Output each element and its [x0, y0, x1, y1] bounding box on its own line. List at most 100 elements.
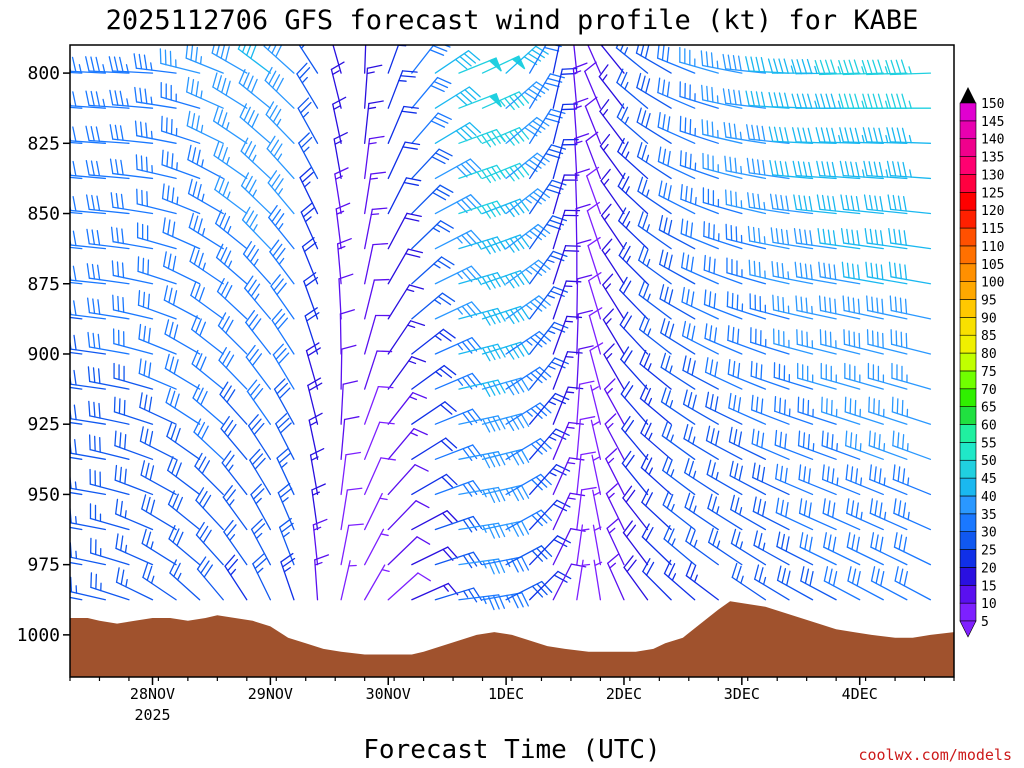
wind-barb — [593, 559, 603, 601]
barb-full-feather — [120, 569, 125, 586]
barb-full-feather — [216, 75, 222, 91]
wind-barb — [70, 351, 83, 355]
wind-barb — [681, 320, 719, 355]
wind-barb — [87, 366, 130, 390]
barb-full-feather — [95, 91, 101, 107]
wind-barb — [505, 45, 549, 74]
y-tick-label: 900 — [27, 344, 60, 365]
barb-staff — [617, 185, 649, 215]
barb-full-feather — [520, 413, 530, 427]
barb-half-feather — [398, 79, 407, 82]
barb-full-feather — [278, 387, 291, 399]
barb-full-feather — [683, 423, 689, 440]
barb-half-feather — [763, 236, 766, 245]
wind-barb — [481, 91, 530, 111]
wind-barb — [623, 555, 649, 601]
barb-staff — [364, 385, 379, 425]
barb-half-feather — [476, 277, 482, 286]
wind-barb — [364, 385, 394, 425]
barb-staff — [141, 508, 177, 531]
barb-staff — [660, 366, 696, 390]
wind-barb — [70, 576, 107, 601]
barb-staff — [727, 339, 767, 355]
barb-full-feather — [213, 141, 220, 157]
wind-barb — [70, 421, 83, 425]
wind-barb — [796, 329, 837, 355]
barb-full-feather — [800, 296, 803, 313]
barb-full-feather — [487, 346, 496, 361]
barb-full-feather — [711, 121, 714, 138]
wind-barb — [575, 203, 591, 250]
wind-barb — [190, 281, 224, 320]
barb-full-feather — [791, 93, 797, 109]
barb-staff — [140, 474, 177, 496]
barb-staff — [703, 269, 743, 285]
barb-full-feather — [492, 523, 501, 538]
wind-barb — [659, 284, 696, 320]
barb-full-feather — [211, 45, 215, 54]
wind-barb — [682, 355, 719, 390]
barb-full-feather — [849, 93, 855, 109]
barb-staff — [618, 220, 649, 250]
barb-full-feather — [667, 528, 675, 543]
barb-staff — [893, 512, 932, 531]
barb-full-feather — [722, 88, 727, 104]
barb-full-feather — [73, 369, 77, 386]
wind-barb — [250, 483, 272, 531]
barb-full-feather — [616, 68, 624, 84]
wind-barb — [617, 137, 649, 180]
barb-half-feather — [603, 213, 610, 221]
barb-staff — [552, 492, 571, 531]
barb-half-feather — [525, 339, 533, 346]
barb-staff — [115, 581, 154, 601]
barb-full-feather — [466, 339, 478, 352]
barb-full-feather — [114, 430, 117, 447]
barb-staff — [728, 441, 767, 460]
barb-full-feather — [116, 261, 120, 278]
barb-full-feather — [771, 260, 774, 277]
wind-barb — [269, 239, 295, 285]
wind-barb — [529, 321, 569, 355]
barb-staff — [529, 108, 552, 144]
barb-full-feather — [240, 172, 250, 187]
barb-full-feather — [520, 377, 530, 392]
barb-staff — [576, 383, 581, 425]
barb-half-feather — [476, 242, 482, 250]
wind-barb — [223, 519, 248, 566]
barb-full-feather — [254, 457, 266, 470]
wind-barb — [167, 456, 201, 496]
wind-barb — [844, 396, 884, 425]
barb-staff — [90, 586, 130, 601]
barb-full-feather — [73, 300, 77, 316]
barb-full-feather — [73, 334, 77, 351]
barb-full-feather — [687, 392, 693, 408]
barb-full-feather — [109, 158, 114, 175]
barb-half-feather — [907, 511, 910, 521]
barb-full-feather — [114, 124, 119, 141]
barb-full-feather — [250, 483, 262, 496]
barb-full-feather — [588, 272, 602, 282]
barb-staff — [364, 243, 374, 285]
barb-full-feather — [897, 466, 901, 483]
barb-staff — [481, 592, 523, 601]
barb-full-feather — [620, 381, 630, 395]
barb-full-feather — [851, 568, 857, 585]
barb-full-feather — [440, 440, 453, 452]
barb-full-feather — [791, 59, 797, 75]
wind-barb — [605, 448, 625, 496]
barb-full-feather — [246, 75, 254, 91]
barb-half-feather — [283, 566, 291, 573]
barb-full-feather — [371, 207, 388, 211]
wind-barb — [864, 228, 908, 250]
barb-staff — [387, 70, 404, 109]
barb-full-feather — [146, 565, 153, 581]
barb-full-feather — [513, 93, 525, 106]
barb-full-feather — [72, 196, 77, 212]
wind-barb — [186, 76, 224, 109]
wind-barb — [576, 274, 593, 320]
barb-full-feather — [760, 364, 763, 381]
barb-full-feather — [874, 195, 879, 212]
barb-full-feather — [173, 562, 181, 578]
barb-full-feather — [437, 112, 452, 120]
barb-full-feather — [772, 294, 775, 311]
